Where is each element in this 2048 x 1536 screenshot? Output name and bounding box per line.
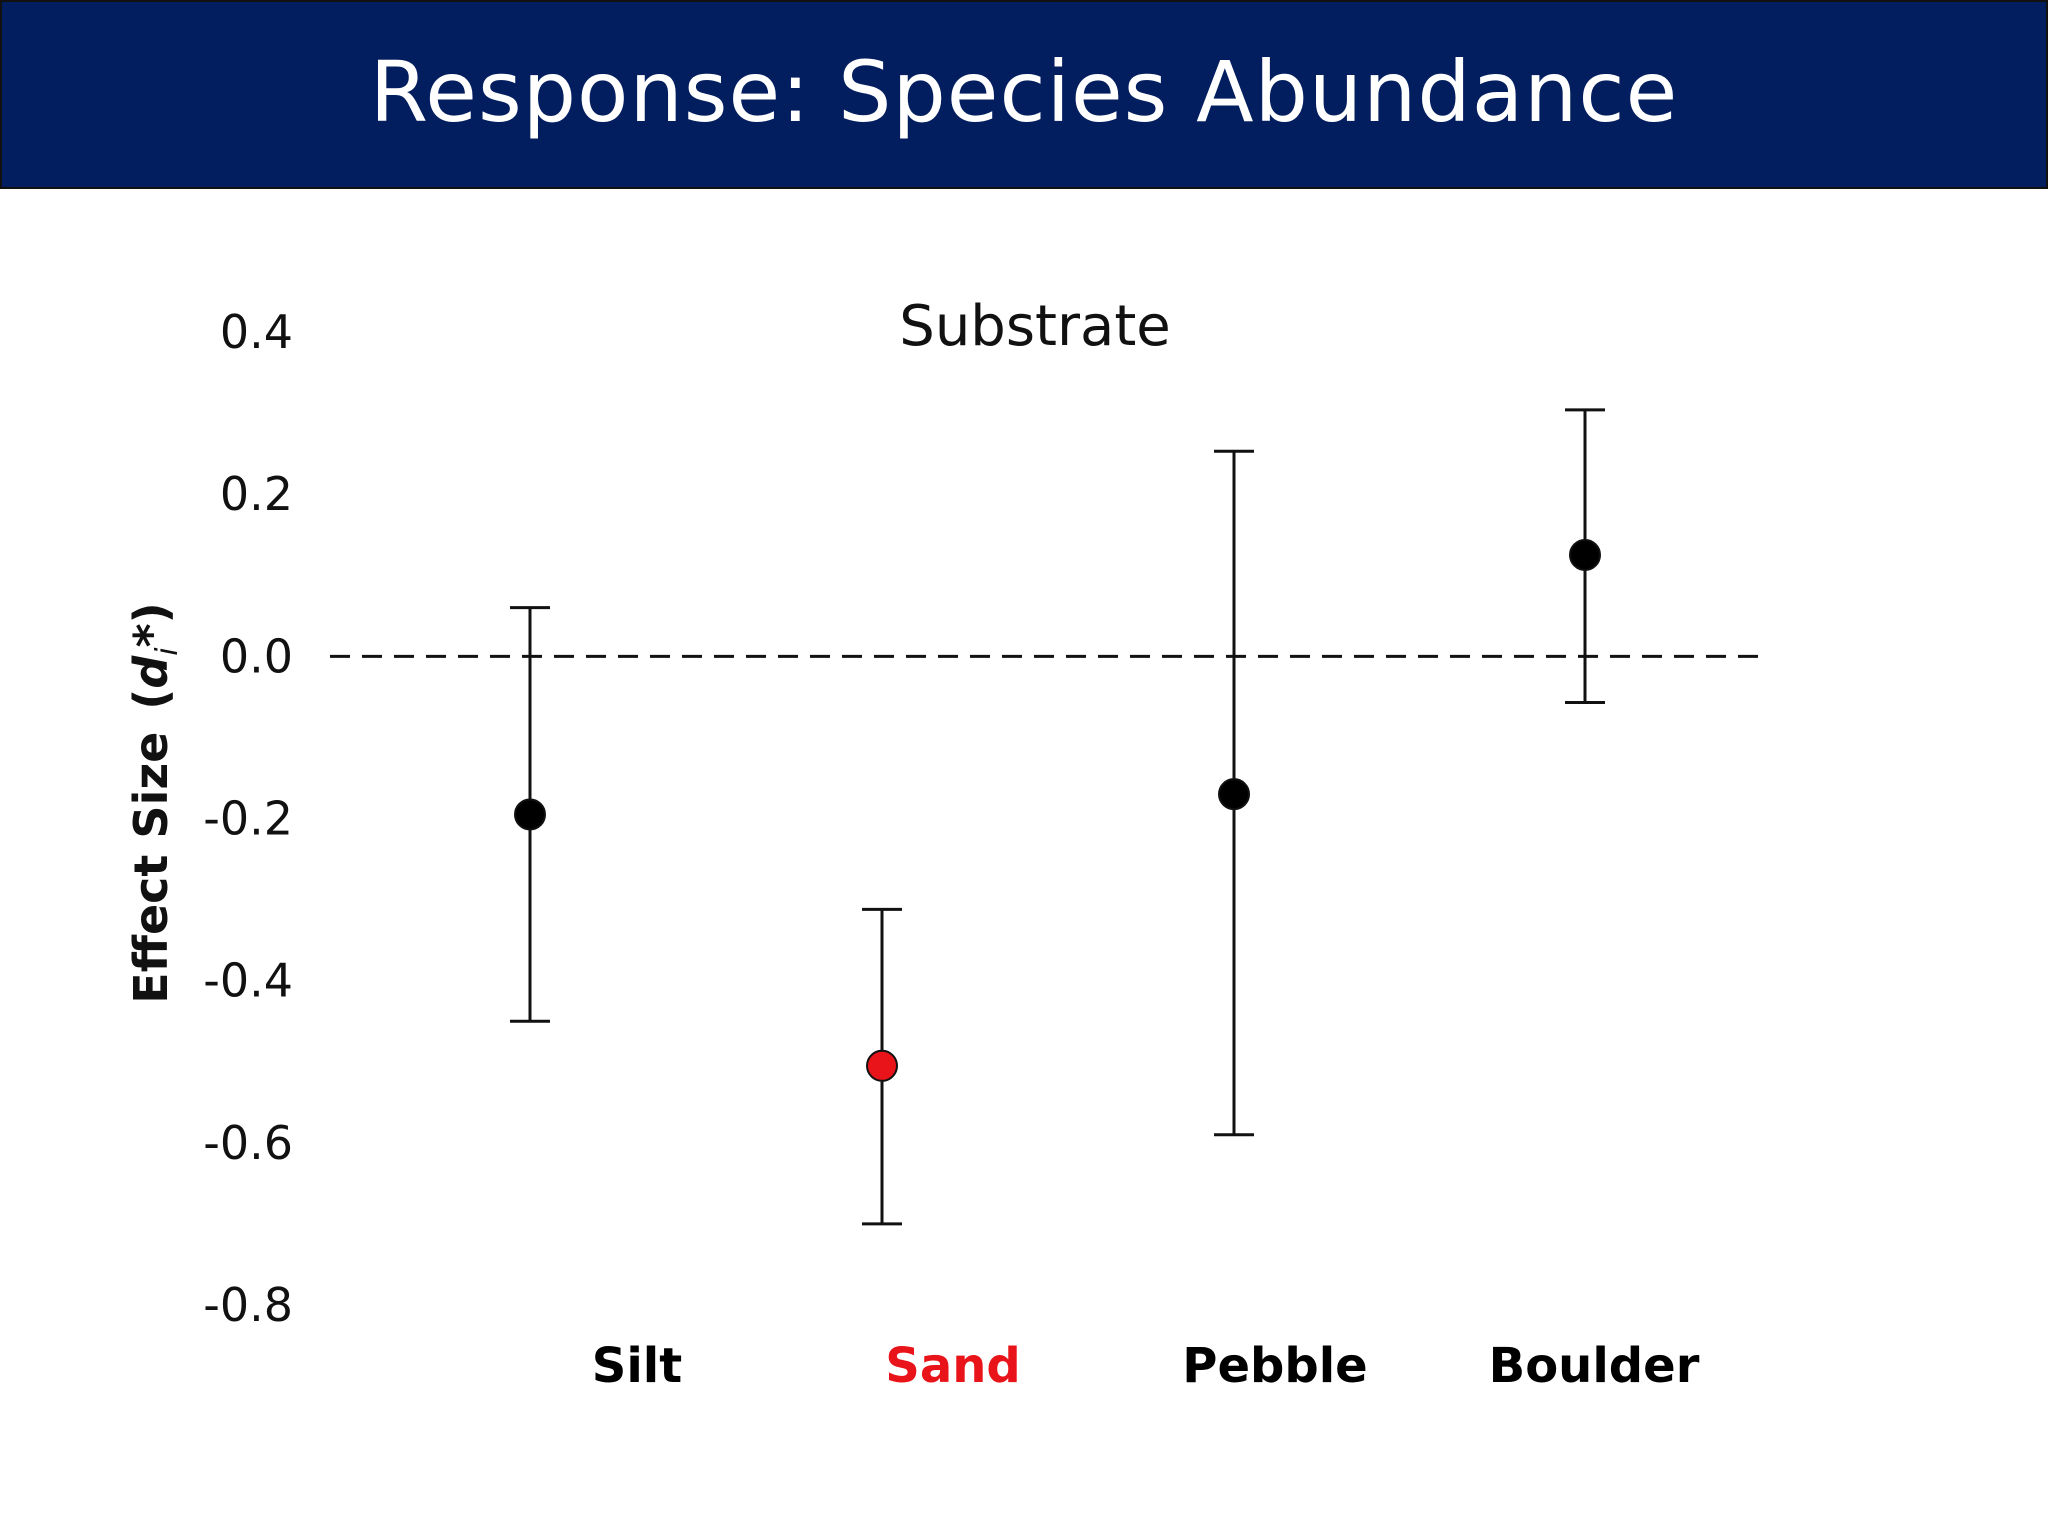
- y-tick-label: -0.2: [203, 792, 293, 846]
- point-pebble: [1218, 778, 1250, 811]
- point-boulder: [1569, 538, 1601, 571]
- chart-title: Substrate: [899, 294, 1170, 359]
- category-label-boulder: Boulder: [1489, 1338, 1700, 1394]
- y-tick-label: 0.2: [220, 467, 293, 521]
- point-sand: [866, 1049, 898, 1082]
- data-points: [514, 538, 1601, 1082]
- y-axis-title: Effect Size(di*): [124, 602, 185, 1003]
- error-bars: [510, 408, 1605, 1226]
- slide-title: Response: Species Abundance: [369, 42, 1679, 141]
- category-labels: Silt Sand Pebble Boulder: [592, 1338, 1700, 1394]
- y-tick-label: 0.4: [220, 305, 293, 359]
- y-axis-title-subscript: i: [150, 647, 185, 656]
- y-tick-label: -0.8: [203, 1278, 293, 1332]
- y-axis-title-suffix: *: [124, 623, 178, 647]
- category-label-pebble: Pebble: [1182, 1338, 1367, 1394]
- y-axis-title-main: Effect Size: [124, 732, 178, 1004]
- y-tick-label: -0.6: [203, 1116, 293, 1170]
- y-tick-label: 0.0: [220, 629, 293, 683]
- y-axis-ticks: 0.4 0.2 0.0 -0.2 -0.4 -0.6 -0.8: [203, 305, 293, 1332]
- y-tick-label: -0.4: [203, 954, 293, 1008]
- title-bar: Response: Species Abundance: [0, 0, 2048, 189]
- y-axis-title-symbol: d: [124, 655, 178, 689]
- category-label-silt: Silt: [592, 1338, 682, 1394]
- point-silt: [514, 798, 546, 831]
- category-label-sand: Sand: [885, 1338, 1021, 1394]
